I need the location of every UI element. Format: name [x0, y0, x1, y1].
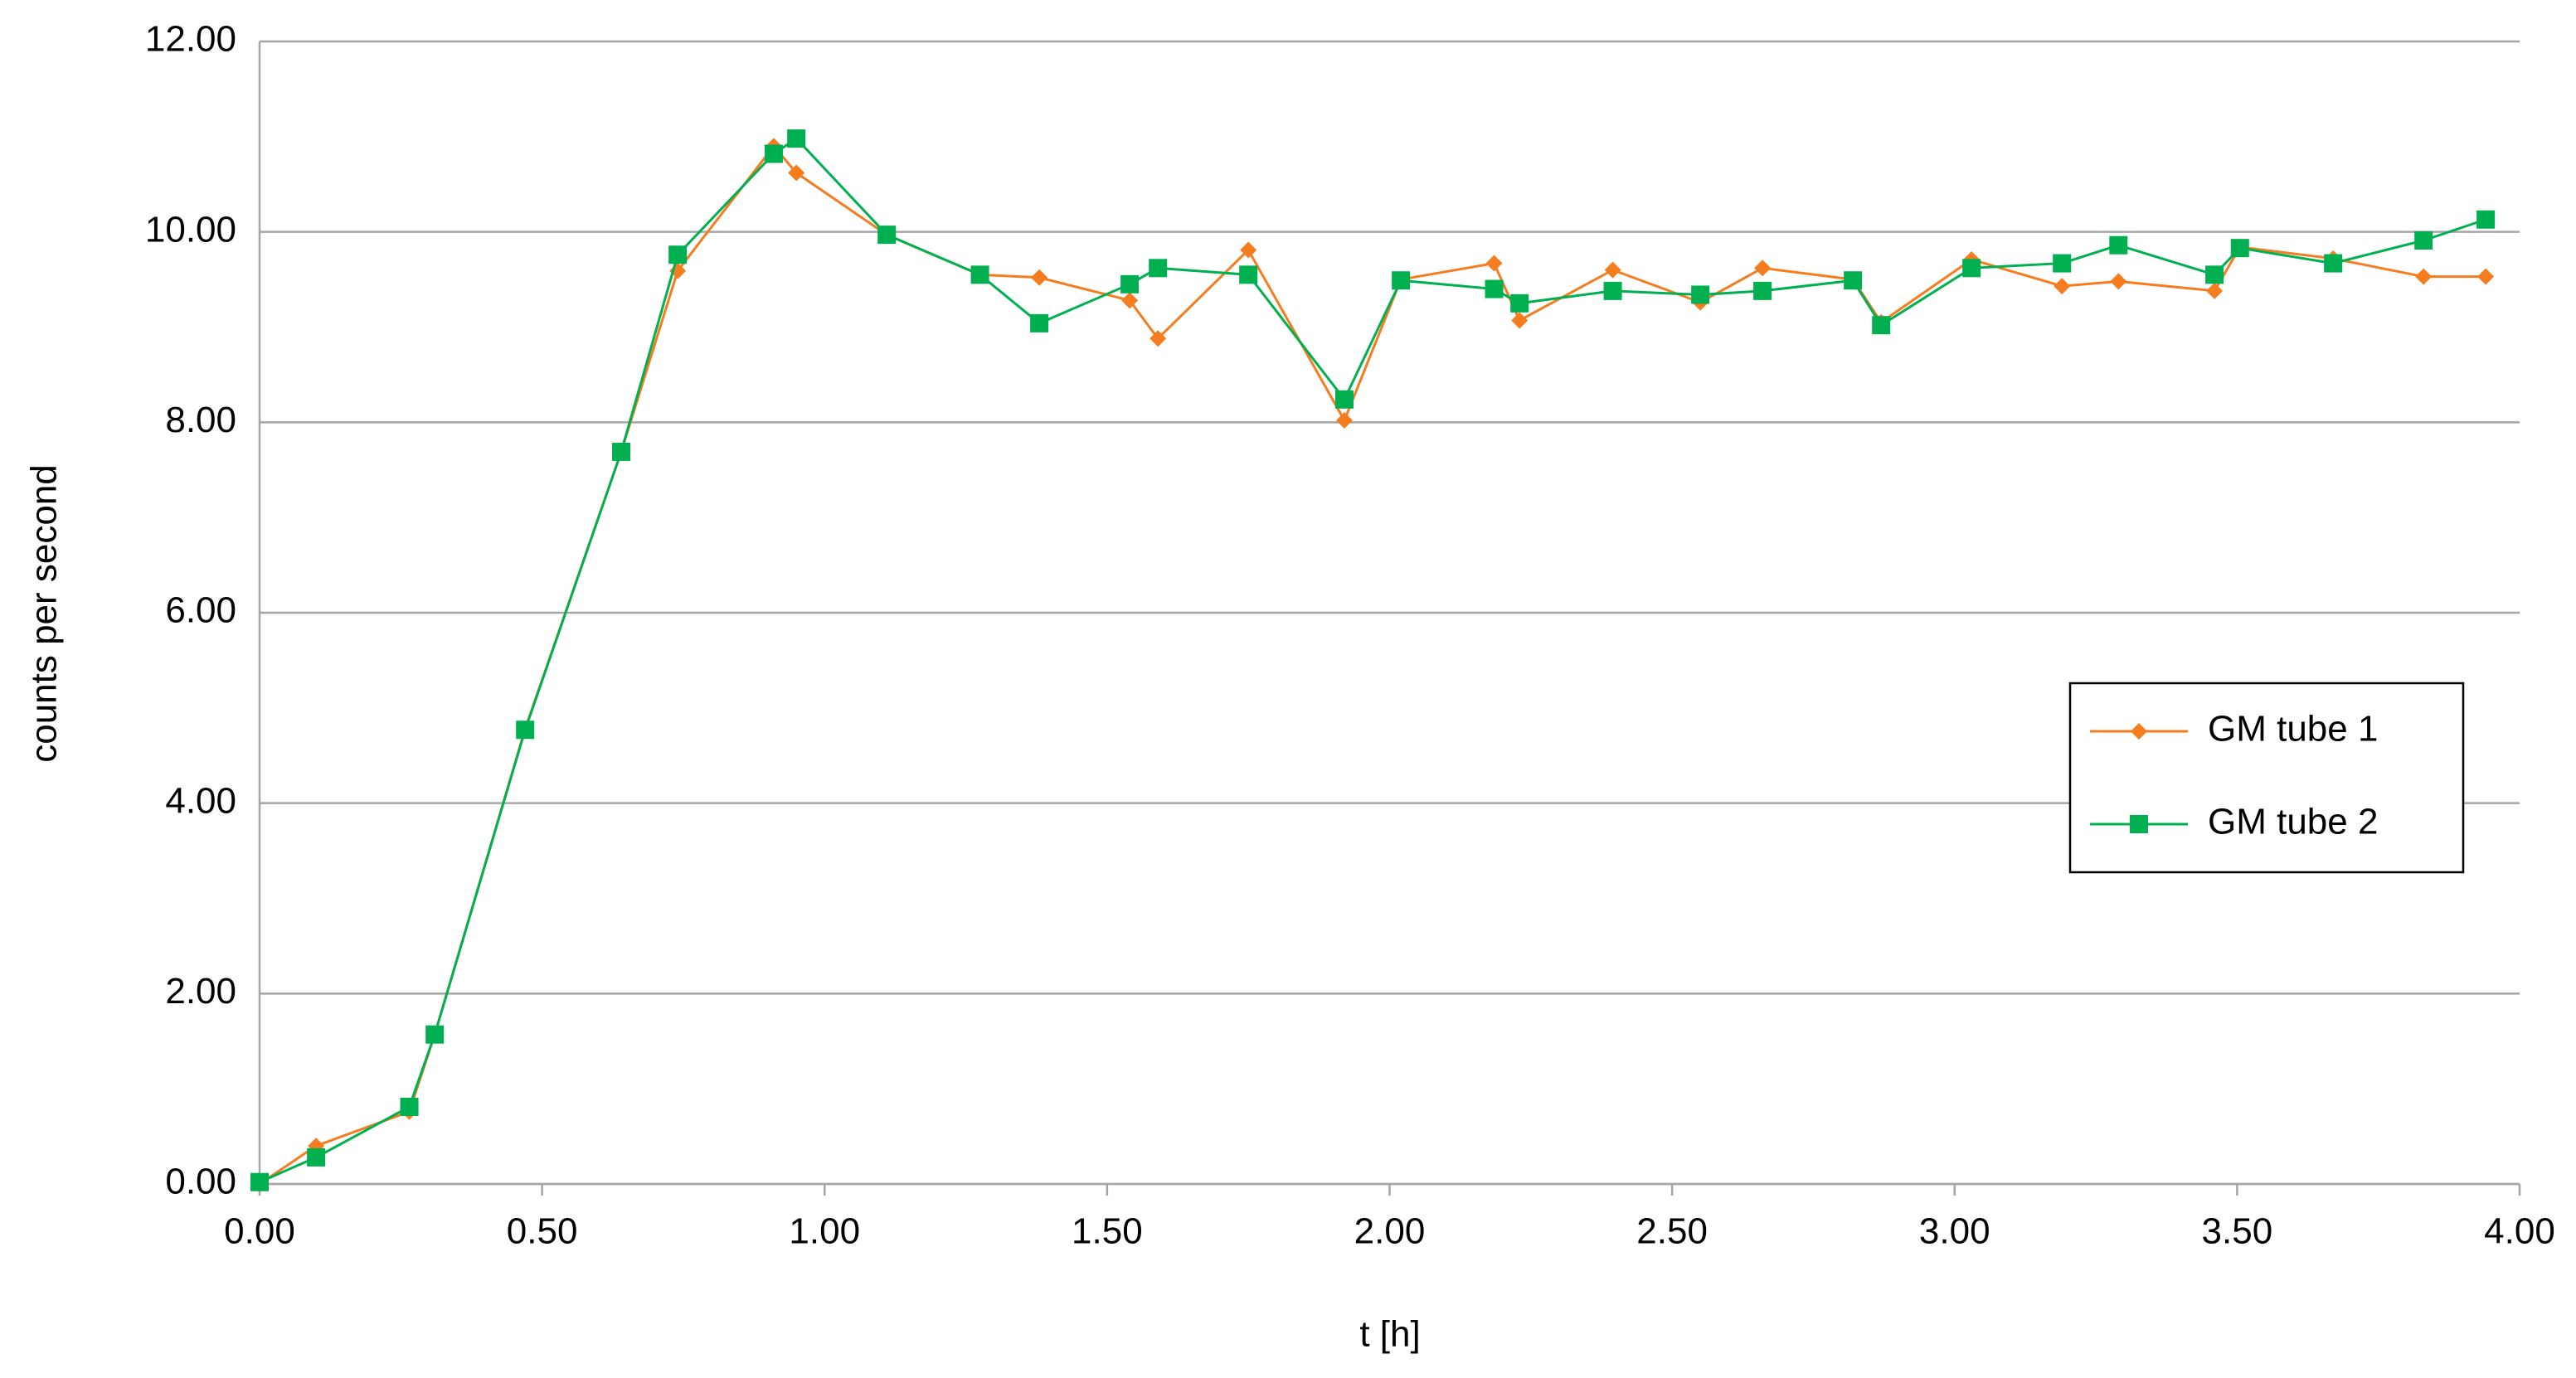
data-point	[1240, 241, 1257, 259]
data-point	[2476, 210, 2496, 229]
data-point	[2206, 282, 2224, 299]
data-point	[1485, 279, 1504, 298]
data-point	[1754, 260, 1772, 277]
y-tick-label: 6.00	[165, 590, 236, 631]
x-tick-label: 0.50	[507, 1211, 578, 1252]
data-point	[1149, 330, 1167, 347]
data-point	[2110, 273, 2127, 290]
y-tick-label: 8.00	[165, 400, 236, 440]
data-point	[1030, 313, 1049, 332]
y-tick-label: 12.00	[145, 19, 236, 60]
data-point	[1844, 271, 1863, 290]
data-point	[668, 245, 688, 264]
x-tick-label: 4.00	[2484, 1211, 2555, 1252]
data-point	[970, 265, 989, 284]
x-tick-label: 2.00	[1354, 1211, 1426, 1252]
data-point	[2230, 239, 2249, 258]
data-point	[1962, 259, 1981, 278]
data-point	[425, 1025, 445, 1044]
legend-marker	[2131, 723, 2147, 740]
x-axis-label: t [h]	[1359, 1314, 1420, 1355]
data-point	[2054, 278, 2071, 295]
x-tick-label: 3.50	[2202, 1211, 2273, 1252]
legend-label: GM tube 2	[2208, 802, 2378, 842]
data-point	[1485, 255, 1503, 272]
data-point	[1031, 269, 1048, 286]
legend-box	[2068, 682, 2465, 874]
y-axis-label: counts per second	[24, 464, 65, 763]
data-point	[1149, 259, 1168, 278]
data-point	[1510, 294, 1529, 313]
data-point	[307, 1148, 326, 1167]
data-point	[516, 721, 535, 740]
data-point	[1335, 390, 1354, 409]
data-point	[1872, 316, 1891, 335]
legend-label: GM tube 1	[2208, 709, 2378, 750]
y-tick-label: 0.00	[165, 1162, 236, 1202]
data-point	[1604, 261, 1621, 279]
data-point	[1121, 292, 1139, 309]
data-point	[788, 164, 805, 182]
data-point	[612, 442, 630, 461]
data-point	[877, 226, 897, 245]
data-point	[787, 129, 806, 148]
y-tick-label: 2.00	[165, 971, 236, 1012]
data-point	[764, 144, 783, 163]
x-tick-label: 1.50	[1072, 1211, 1143, 1252]
data-point	[2109, 235, 2128, 255]
data-point	[2415, 268, 2433, 285]
series-line	[259, 143, 2486, 1186]
data-point	[1239, 265, 1258, 284]
y-tick-label: 4.00	[165, 780, 236, 821]
x-tick-label: 0.00	[224, 1211, 295, 1252]
data-point	[1511, 312, 1529, 329]
data-point	[2414, 231, 2433, 250]
y-tick-label: 10.00	[145, 209, 236, 250]
data-point	[2324, 254, 2343, 273]
data-point	[2205, 265, 2224, 284]
data-point	[1336, 412, 1353, 429]
data-point	[250, 1172, 269, 1191]
data-point	[2477, 268, 2495, 285]
data-point	[1691, 285, 1710, 304]
data-point	[400, 1097, 419, 1116]
x-tick-label: 1.00	[789, 1211, 860, 1252]
legend-marker	[2130, 815, 2148, 833]
data-point	[1120, 274, 1140, 294]
data-point	[2053, 254, 2072, 273]
data-point	[1603, 281, 1622, 300]
data-point	[1753, 281, 1772, 300]
series-line	[259, 137, 2486, 1184]
x-tick-label: 2.50	[1636, 1211, 1708, 1252]
data-point	[1392, 271, 1411, 290]
x-tick-label: 3.00	[1919, 1211, 1990, 1252]
